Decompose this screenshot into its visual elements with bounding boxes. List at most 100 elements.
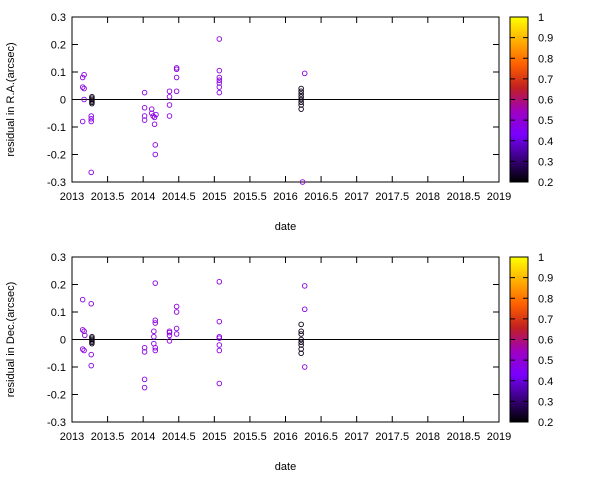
colorbar-tick-label: 0.4 <box>538 376 553 388</box>
colorbar-tick-label: 0.9 <box>538 273 553 285</box>
x-tick-label: 2016 <box>273 191 297 203</box>
x-tick-label: 2016 <box>273 431 297 443</box>
data-point <box>141 117 148 123</box>
x-tick-label: 2018.5 <box>447 431 481 443</box>
colorbar-tick-label: 0.6 <box>538 95 553 107</box>
data-point <box>151 334 157 340</box>
x-tick-label: 2013.5 <box>91 431 125 443</box>
data-point <box>173 303 180 310</box>
data-point <box>88 351 94 358</box>
x-tick-label: 2014.5 <box>162 431 196 443</box>
y-tick-label: 0 <box>60 335 66 347</box>
x-tick-label: 2013 <box>60 431 84 443</box>
data-point <box>216 89 223 96</box>
data-point <box>216 347 223 354</box>
data-point <box>298 342 304 348</box>
data-point <box>166 332 173 339</box>
colorbar-tick-label: 0.2 <box>538 417 553 429</box>
data-point <box>153 111 159 118</box>
colorbar-tick-label: 0.2 <box>538 177 553 189</box>
x-tick-label: 2015.5 <box>233 191 267 203</box>
data-point <box>173 309 180 315</box>
data-point <box>298 321 304 328</box>
x-tick-label: 2017.5 <box>375 191 409 203</box>
data-point <box>216 380 223 387</box>
x-axis-label: date <box>275 461 296 473</box>
data-point <box>81 85 87 92</box>
data-point <box>301 283 308 289</box>
data-point <box>88 113 94 119</box>
data-point <box>152 280 159 286</box>
y-tick-label: 0.3 <box>51 252 66 264</box>
data-point <box>88 169 94 176</box>
data-point <box>79 327 86 333</box>
data-point <box>166 93 173 100</box>
data-point <box>166 113 173 119</box>
data-point <box>88 118 94 125</box>
x-tick-label: 2016.5 <box>304 191 338 203</box>
data-point <box>81 71 87 78</box>
data-point <box>79 84 86 90</box>
data-point <box>79 118 86 125</box>
colorbar-tick-label: 0.8 <box>538 293 553 305</box>
colorbar-tick-label: 1 <box>538 252 544 264</box>
data-point <box>79 74 86 81</box>
data-point <box>141 384 148 391</box>
y-tick-label: 0.1 <box>51 67 66 79</box>
x-tick-label: 2014 <box>131 431 155 443</box>
colorbar-tick-label: 0.8 <box>538 53 553 65</box>
data-point <box>298 91 304 97</box>
y-tick-label: 0.3 <box>51 12 66 24</box>
data-point <box>216 74 223 81</box>
data-point <box>298 93 304 100</box>
data-point <box>88 362 94 369</box>
data-point <box>301 306 308 313</box>
x-tick-label: 2013.5 <box>91 191 125 203</box>
data-point <box>152 345 159 351</box>
data-point <box>141 345 148 351</box>
data-point <box>173 66 180 72</box>
data-point <box>298 88 304 94</box>
data-point <box>152 142 159 148</box>
y-tick-label: 0.2 <box>51 40 66 52</box>
x-tick-label: 2016.5 <box>304 431 338 443</box>
data-point <box>173 325 180 332</box>
data-point <box>298 350 304 357</box>
x-tick-label: 2014.5 <box>162 191 196 203</box>
data-point <box>151 114 158 121</box>
data-point <box>152 317 159 324</box>
data-point <box>141 113 148 119</box>
data-point <box>152 320 159 326</box>
x-tick-label: 2015 <box>202 191 226 203</box>
data-point <box>141 89 148 96</box>
x-tick-label: 2017 <box>344 431 368 443</box>
data-point <box>301 364 308 370</box>
data-point <box>216 67 223 74</box>
y-tick-label: -0.3 <box>47 417 66 429</box>
x-tick-label: 2019 <box>487 431 511 443</box>
x-tick-label: 2017.5 <box>375 431 409 443</box>
data-point <box>141 349 148 355</box>
data-point <box>82 332 88 339</box>
data-point <box>216 80 223 86</box>
colorbar-tick-label: 0.5 <box>538 115 553 127</box>
data-point <box>301 70 308 77</box>
data-point <box>173 88 180 94</box>
data-point <box>216 318 223 325</box>
data-point <box>298 102 304 108</box>
data-point <box>88 115 94 122</box>
data-point <box>166 338 173 344</box>
x-tick-label: 2019 <box>487 191 511 203</box>
data-point <box>166 88 173 94</box>
data-point <box>79 296 86 303</box>
data-point <box>89 340 95 347</box>
data-point <box>152 151 159 158</box>
data-point <box>216 335 223 341</box>
y-tick-label: 0 <box>60 95 66 107</box>
data-point <box>298 328 304 335</box>
x-tick-label: 2014 <box>131 191 155 203</box>
x-tick-label: 2013 <box>60 191 84 203</box>
data-point <box>298 336 304 343</box>
data-point <box>141 104 148 111</box>
